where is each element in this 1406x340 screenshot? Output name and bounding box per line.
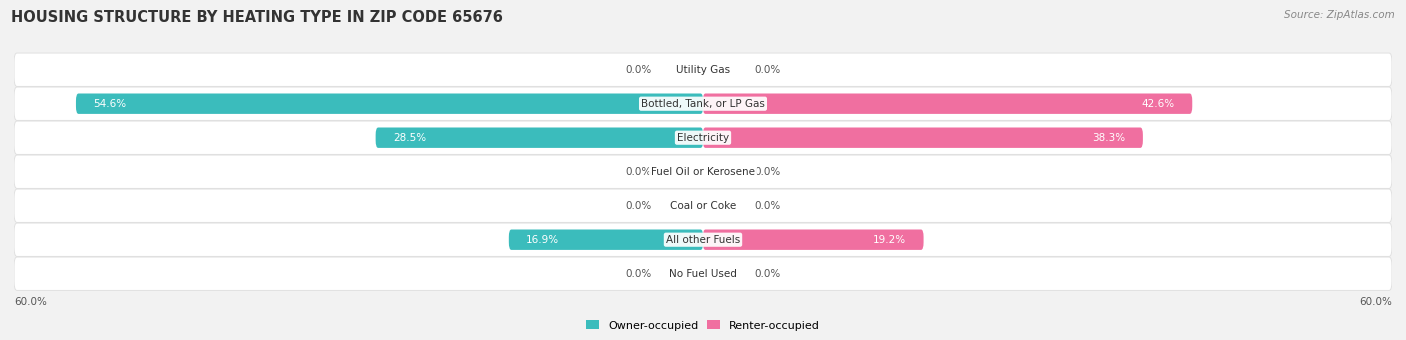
FancyBboxPatch shape — [76, 94, 703, 114]
Text: 60.0%: 60.0% — [14, 297, 46, 307]
FancyBboxPatch shape — [14, 257, 1392, 290]
FancyBboxPatch shape — [375, 128, 703, 148]
FancyBboxPatch shape — [703, 94, 1192, 114]
Text: HOUSING STRUCTURE BY HEATING TYPE IN ZIP CODE 65676: HOUSING STRUCTURE BY HEATING TYPE IN ZIP… — [11, 10, 503, 25]
Text: Bottled, Tank, or LP Gas: Bottled, Tank, or LP Gas — [641, 99, 765, 109]
Text: 16.9%: 16.9% — [526, 235, 560, 245]
Text: 38.3%: 38.3% — [1092, 133, 1126, 143]
Text: 0.0%: 0.0% — [755, 201, 780, 211]
Text: No Fuel Used: No Fuel Used — [669, 269, 737, 279]
Text: 19.2%: 19.2% — [873, 235, 907, 245]
FancyBboxPatch shape — [14, 53, 1392, 86]
FancyBboxPatch shape — [14, 87, 1392, 120]
Legend: Owner-occupied, Renter-occupied: Owner-occupied, Renter-occupied — [581, 316, 825, 335]
Text: Source: ZipAtlas.com: Source: ZipAtlas.com — [1284, 10, 1395, 20]
Text: 42.6%: 42.6% — [1142, 99, 1175, 109]
Text: 0.0%: 0.0% — [626, 167, 651, 177]
FancyBboxPatch shape — [703, 128, 1143, 148]
Text: 28.5%: 28.5% — [392, 133, 426, 143]
Text: 0.0%: 0.0% — [755, 167, 780, 177]
FancyBboxPatch shape — [14, 223, 1392, 256]
Text: Coal or Coke: Coal or Coke — [669, 201, 737, 211]
Text: 0.0%: 0.0% — [626, 201, 651, 211]
FancyBboxPatch shape — [14, 155, 1392, 188]
Text: 54.6%: 54.6% — [93, 99, 127, 109]
FancyBboxPatch shape — [509, 230, 703, 250]
Text: 0.0%: 0.0% — [626, 269, 651, 279]
Text: Electricity: Electricity — [676, 133, 730, 143]
Text: Utility Gas: Utility Gas — [676, 65, 730, 75]
FancyBboxPatch shape — [14, 121, 1392, 154]
Text: 0.0%: 0.0% — [755, 269, 780, 279]
Text: Fuel Oil or Kerosene: Fuel Oil or Kerosene — [651, 167, 755, 177]
Text: 60.0%: 60.0% — [1360, 297, 1392, 307]
Text: All other Fuels: All other Fuels — [666, 235, 740, 245]
FancyBboxPatch shape — [14, 189, 1392, 222]
Text: 0.0%: 0.0% — [755, 65, 780, 75]
FancyBboxPatch shape — [703, 230, 924, 250]
Text: 0.0%: 0.0% — [626, 65, 651, 75]
